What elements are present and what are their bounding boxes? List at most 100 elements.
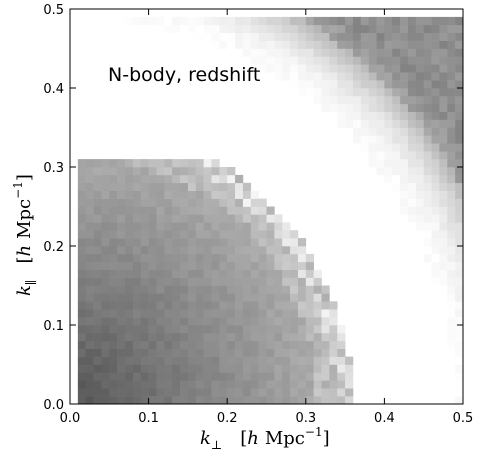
heatmap-cell bbox=[242, 222, 252, 231]
heatmap-cell bbox=[180, 348, 189, 357]
heatmap-cell bbox=[258, 238, 267, 247]
heatmap-cell bbox=[321, 285, 330, 294]
heatmap-cell bbox=[282, 380, 291, 389]
heatmap-cell bbox=[321, 380, 330, 389]
heatmap-cell bbox=[329, 317, 338, 326]
heatmap-cell bbox=[117, 206, 126, 215]
heatmap-cell bbox=[219, 317, 228, 326]
heatmap-cell bbox=[368, 40, 377, 49]
heatmap-cell bbox=[415, 16, 424, 26]
y-tick-label: 0.5 bbox=[43, 3, 64, 18]
heatmap-cell bbox=[447, 190, 456, 199]
heatmap-cell bbox=[313, 80, 322, 89]
heatmap-cell bbox=[447, 261, 456, 270]
heatmap-cell bbox=[203, 222, 212, 231]
heatmap-cell bbox=[250, 380, 259, 389]
heatmap-cell bbox=[180, 269, 189, 278]
heatmap-cell bbox=[376, 119, 385, 128]
heatmap-cell bbox=[85, 214, 94, 223]
heatmap-cell bbox=[297, 285, 307, 294]
heatmap-cell bbox=[352, 72, 362, 81]
heatmap-cell bbox=[305, 340, 314, 349]
heatmap-cell bbox=[290, 24, 299, 33]
heatmap-cell bbox=[337, 396, 346, 405]
heatmap-cell bbox=[352, 40, 362, 49]
heatmap-cell bbox=[156, 356, 165, 365]
heatmap-cell bbox=[447, 127, 456, 136]
heatmap-cell bbox=[148, 198, 157, 207]
heatmap-cell bbox=[423, 190, 432, 199]
heatmap-cell bbox=[313, 269, 322, 278]
heatmap-cell bbox=[125, 285, 134, 294]
heatmap-cell bbox=[455, 246, 464, 255]
heatmap-cell bbox=[242, 325, 252, 334]
heatmap-cell bbox=[117, 277, 126, 286]
heatmap-cell bbox=[164, 206, 173, 215]
heatmap-cell bbox=[313, 364, 322, 373]
heatmap-cell bbox=[321, 80, 330, 89]
heatmap-cell bbox=[211, 182, 220, 191]
heatmap-cell bbox=[392, 174, 401, 184]
heatmap-cell bbox=[156, 388, 165, 397]
heatmap-cell bbox=[219, 253, 228, 263]
heatmap-cell bbox=[321, 16, 330, 26]
heatmap-cell bbox=[195, 277, 204, 286]
heatmap-cell bbox=[368, 159, 377, 168]
heatmap-cell bbox=[392, 135, 401, 144]
heatmap-cell bbox=[180, 332, 189, 342]
heatmap-cell bbox=[85, 222, 94, 231]
heatmap-cell bbox=[274, 24, 283, 33]
heatmap-cell bbox=[258, 277, 267, 286]
heatmap-cell bbox=[329, 309, 338, 318]
heatmap-cell bbox=[258, 40, 267, 49]
heatmap-cell bbox=[109, 356, 118, 365]
heatmap-cell bbox=[423, 48, 432, 57]
heatmap-cell bbox=[415, 119, 424, 128]
heatmap-cell bbox=[180, 309, 189, 318]
heatmap-cell bbox=[211, 198, 220, 207]
heatmap-cell bbox=[392, 95, 401, 105]
heatmap-cell bbox=[455, 206, 464, 215]
heatmap-cell bbox=[101, 340, 110, 349]
heatmap-cell bbox=[352, 111, 362, 120]
x-tick-label: 0.1 bbox=[138, 411, 159, 426]
heatmap-cell bbox=[439, 135, 448, 144]
heatmap-cell bbox=[172, 309, 181, 318]
heatmap-cell bbox=[431, 80, 440, 89]
heatmap-cell bbox=[125, 159, 134, 168]
heatmap-cell bbox=[172, 372, 181, 381]
heatmap-cell bbox=[258, 269, 267, 278]
heatmap-cell bbox=[211, 380, 220, 389]
heatmap-cell bbox=[455, 48, 464, 57]
heatmap-cell bbox=[274, 72, 283, 81]
heatmap-cell bbox=[266, 24, 275, 33]
heatmap-cell bbox=[172, 182, 181, 191]
heatmap-cell bbox=[132, 238, 142, 247]
heatmap-cell bbox=[109, 159, 118, 168]
heatmap-cell bbox=[172, 24, 181, 33]
heatmap-cell bbox=[242, 348, 252, 357]
heatmap-cell bbox=[172, 277, 181, 286]
heatmap-cell bbox=[360, 48, 369, 57]
heatmap-cell bbox=[195, 348, 204, 357]
heatmap-cell bbox=[400, 182, 409, 191]
heatmap-cell bbox=[250, 332, 259, 342]
heatmap-cell bbox=[164, 356, 173, 365]
heatmap-cell bbox=[187, 388, 197, 397]
heatmap-cell bbox=[290, 32, 299, 41]
heatmap-cell bbox=[447, 174, 456, 184]
heatmap-cell bbox=[431, 269, 440, 278]
heatmap-cell bbox=[258, 325, 267, 334]
heatmap-cell bbox=[148, 388, 157, 397]
heatmap-cell bbox=[140, 348, 149, 357]
heatmap-cell bbox=[227, 356, 236, 365]
heatmap-cell bbox=[235, 24, 244, 33]
heatmap-cell bbox=[368, 16, 377, 26]
heatmap-cell bbox=[297, 72, 307, 81]
heatmap-cell bbox=[156, 309, 165, 318]
heatmap-cell bbox=[77, 222, 87, 231]
heatmap-cell bbox=[266, 348, 275, 357]
heatmap-cell bbox=[148, 230, 157, 239]
heatmap-cell bbox=[345, 72, 354, 81]
